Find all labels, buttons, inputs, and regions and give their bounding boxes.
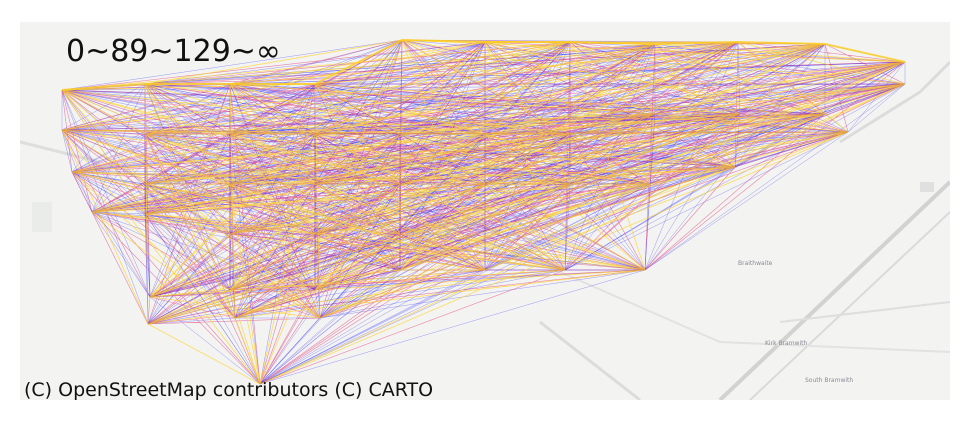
attribution-text: (C) OpenStreetMap contributors (C) CARTO (24, 379, 434, 400)
place-label-kirk-bramwith: Kirk Bramwith (765, 340, 808, 347)
od-network (61, 39, 906, 385)
flow-lines-low (61, 39, 906, 385)
flow-lines-high (61, 39, 906, 385)
place-label-south-bramwith: South Bramwith (805, 377, 854, 384)
place-label-braithwaite: Braithwaite (738, 260, 773, 267)
map-canvas[interactable]: Braithwaite Kirk Bramwith South Bramwith… (20, 22, 950, 400)
flow-lines-top (61, 39, 906, 91)
legend-label: 0~89~129~∞ (66, 34, 281, 69)
